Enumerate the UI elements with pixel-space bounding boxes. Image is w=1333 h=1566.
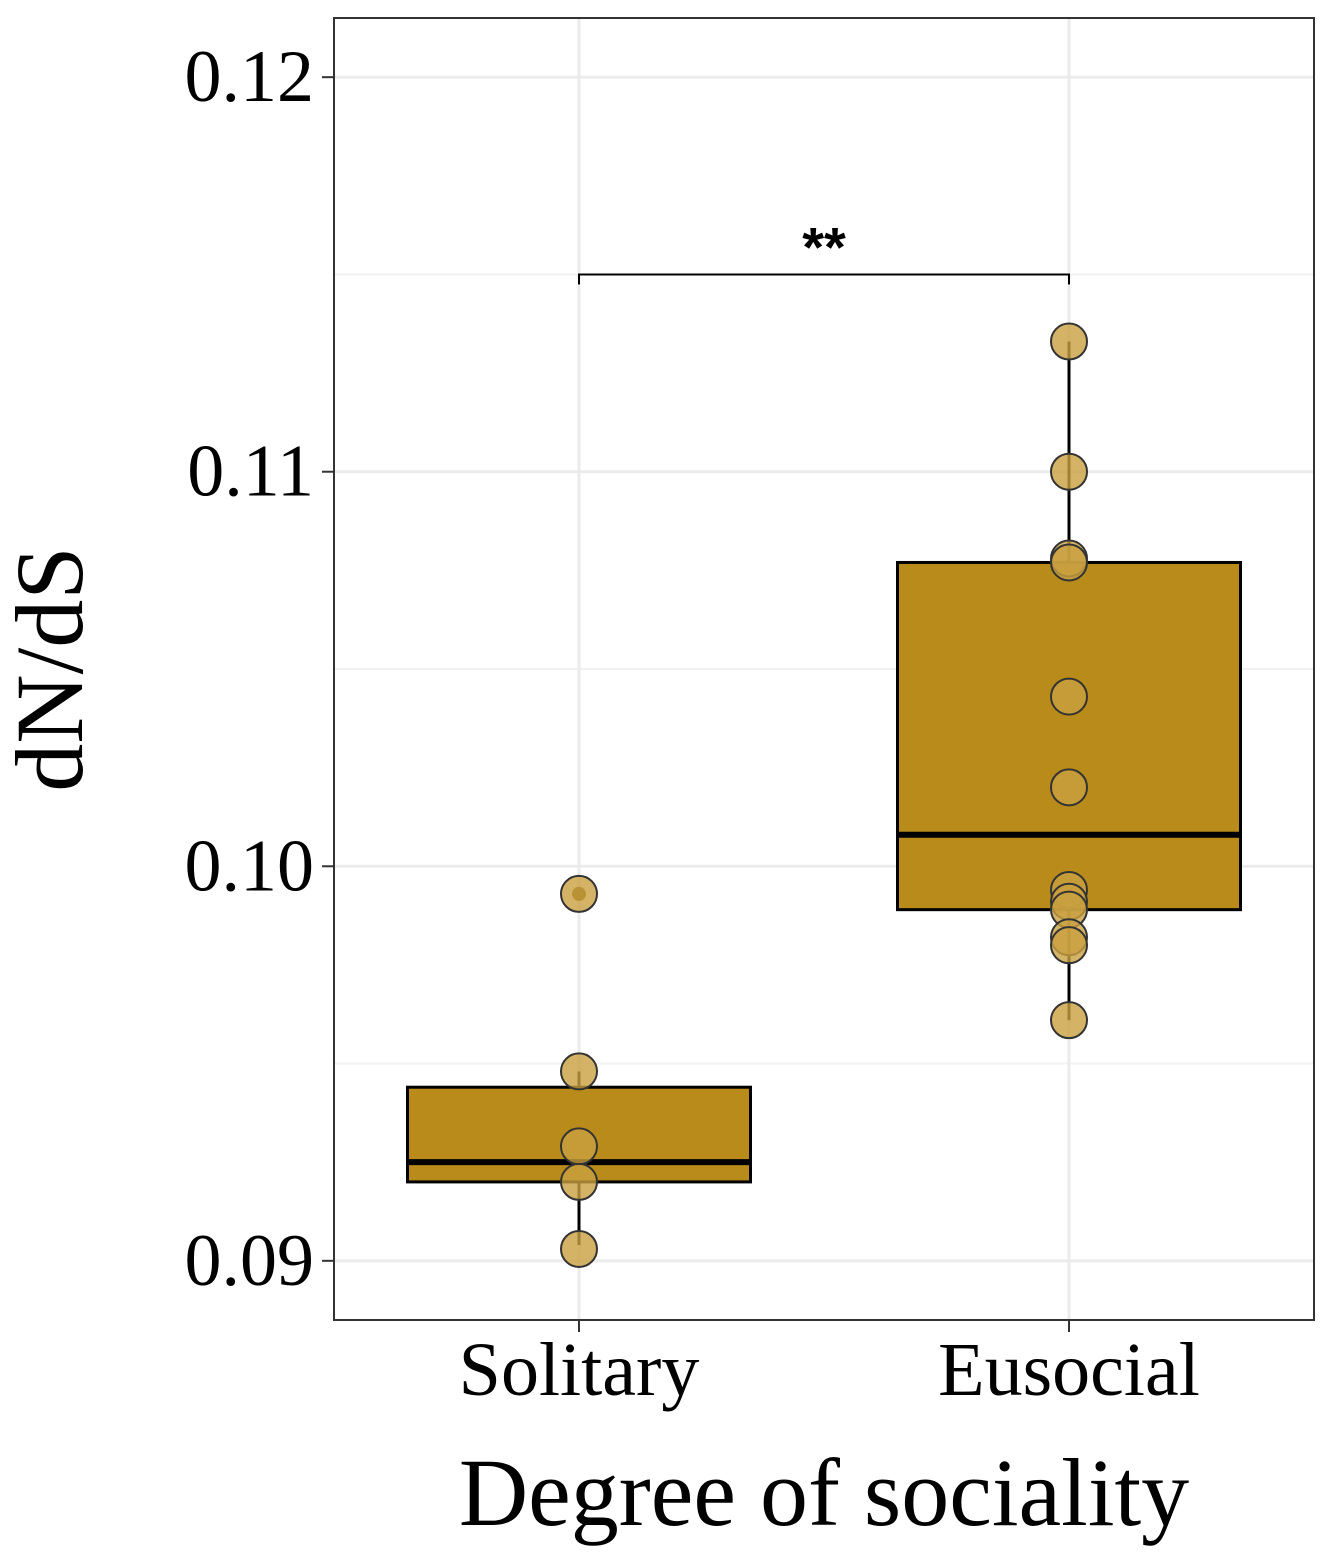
data-point xyxy=(560,874,598,913)
data-point xyxy=(1050,452,1088,491)
y-axis-title: dN/dS xyxy=(0,546,103,791)
y-tick-label: 0.10 xyxy=(185,825,315,907)
data-point xyxy=(560,1127,598,1166)
significance-label: ** xyxy=(802,215,846,278)
data-point xyxy=(1050,768,1088,807)
significance-bracket xyxy=(578,273,1070,285)
data-point xyxy=(560,1229,598,1268)
data-point xyxy=(1050,543,1088,582)
plot-border xyxy=(333,17,1315,1321)
data-point xyxy=(560,1052,598,1091)
axes: 0.09 0.10 0.11 0.12 Solitary Eusocial xyxy=(185,36,1200,1412)
box-eusocial xyxy=(896,560,1242,912)
y-tick-label: 0.12 xyxy=(185,36,315,118)
significance-annotation: ** xyxy=(578,215,1070,285)
x-axis-title: Degree of sociality xyxy=(459,1439,1189,1546)
data-points xyxy=(560,322,1088,1268)
y-tick-label: 0.09 xyxy=(185,1220,315,1302)
data-point xyxy=(1050,322,1088,361)
data-point xyxy=(1050,1001,1088,1040)
data-point xyxy=(560,1162,598,1201)
x-tick-label: Solitary xyxy=(459,1328,700,1412)
data-point xyxy=(1050,677,1088,716)
data-point xyxy=(1050,926,1088,965)
x-tick-label: Eusocial xyxy=(938,1328,1200,1412)
y-tick-label: 0.11 xyxy=(187,431,314,513)
